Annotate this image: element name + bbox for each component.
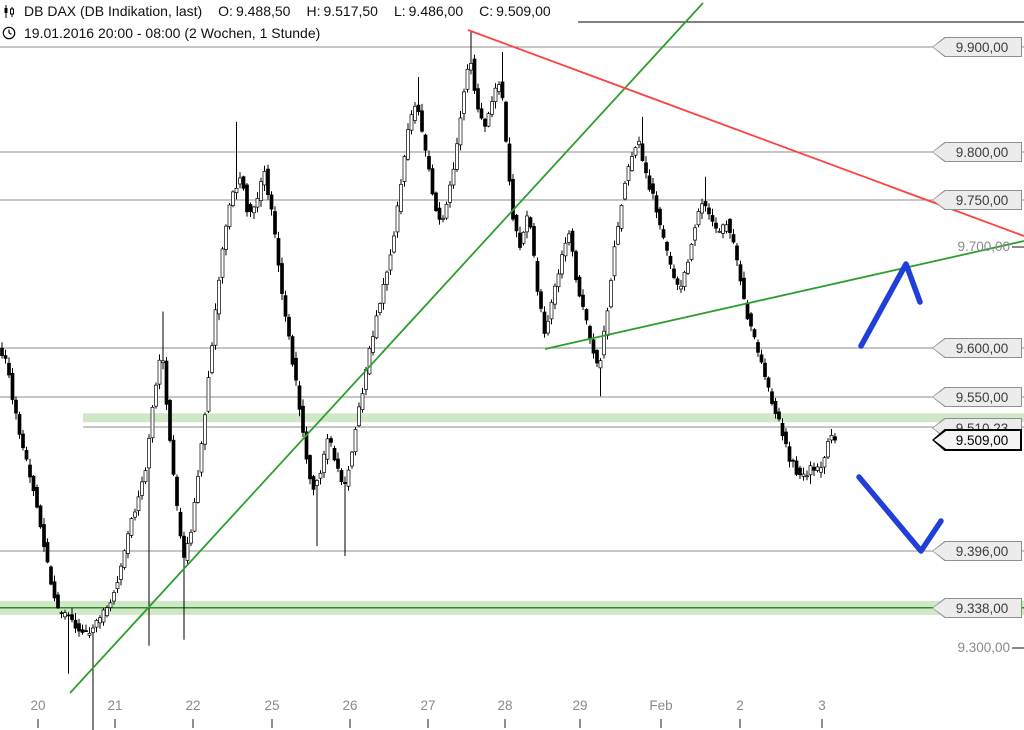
trendline-rising-support-short[interactable] (544, 240, 1024, 350)
clock-icon (0, 26, 18, 40)
annotation-arrow-scenario-up-then-reject[interactable] (858, 261, 923, 349)
date-label-3: 3 (818, 698, 826, 713)
price-label-9.750,00[interactable]: 9.750,00 (932, 190, 1022, 210)
timeframe-text: 19.01.2016 20:00 - 08:00 (2 Wochen, 1 St… (24, 25, 321, 41)
price-label-9.396,00[interactable]: 9.396,00 (932, 541, 1022, 561)
price-label-9.600,00[interactable]: 9.600,00 (932, 338, 1022, 358)
price-label-9.800,00[interactable]: 9.800,00 (932, 142, 1022, 162)
date-label-21: 21 (107, 698, 123, 713)
support-zone-band-0[interactable] (83, 413, 1024, 423)
date-label-28: 28 (497, 698, 513, 713)
date-label-26: 26 (342, 698, 358, 713)
ohlc-open: O: 9.488,50 (218, 3, 291, 19)
date-label-25: 25 (264, 698, 280, 713)
date-label-2: 2 (736, 698, 744, 713)
price-text-9.700,00: 9.700,00 (957, 239, 1010, 254)
instrument-name: DB DAX (DB Indikation, last) (24, 3, 203, 19)
annotation-arrow-scenario-down-then-bounce[interactable] (856, 474, 944, 554)
date-label-22: 22 (185, 698, 201, 713)
date-label-27: 27 (420, 698, 436, 713)
trendline-rising-support-long[interactable] (69, 2, 704, 694)
price-text-9.300,00: 9.300,00 (957, 640, 1010, 655)
date-label-20: 20 (30, 698, 46, 713)
candlestick-chart-icon (0, 4, 18, 19)
date-label-29: 29 (572, 698, 588, 713)
timeframe-info-row: 19.01.2016 20:00 - 08:00 (2 Wochen, 1 St… (0, 22, 1024, 44)
ohlc-low: L: 9.486,00 (393, 3, 464, 19)
trendline-falling-resistance[interactable] (467, 29, 1024, 237)
price-label-9.338,00[interactable]: 9.338,00 (932, 598, 1022, 618)
date-label-Feb: Feb (649, 698, 673, 713)
ohlc-close: C: 9.509,00 (479, 3, 551, 19)
chart-header: DB DAX (DB Indikation, last) O: 9.488,50 … (0, 0, 1024, 44)
current-price-label[interactable]: 9.509,00 (932, 429, 1022, 451)
price-label-9.550,00[interactable]: 9.550,00 (932, 387, 1022, 407)
ohlc-high: H: 9.517,50 (306, 3, 378, 19)
price-label-9.900,00[interactable]: 9.900,00 (932, 37, 1022, 57)
candles-group[interactable] (0, 32, 837, 730)
instrument-info-row: DB DAX (DB Indikation, last) O: 9.488,50 … (0, 0, 1024, 22)
